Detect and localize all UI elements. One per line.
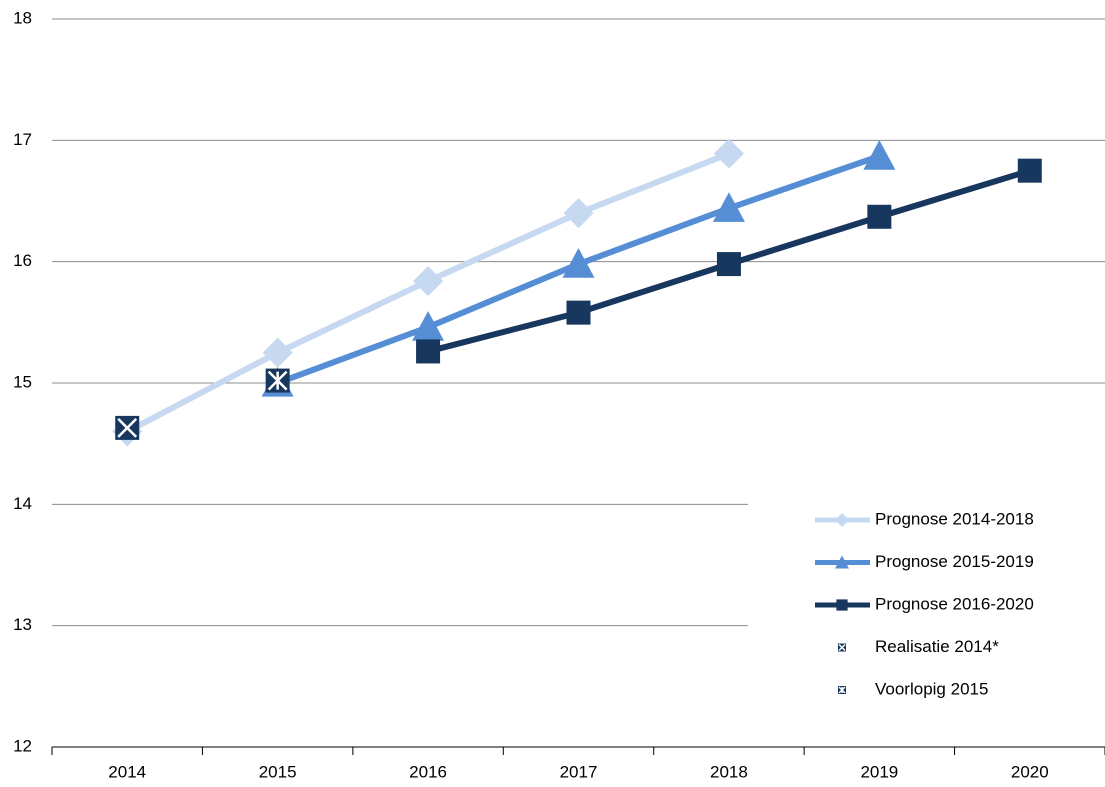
marker xyxy=(867,204,892,229)
x-tick-label: 2020 xyxy=(1011,762,1049,781)
y-tick-label: 15 xyxy=(13,372,32,391)
legend-label: Prognose 2016-2020 xyxy=(875,594,1034,613)
marker xyxy=(566,300,591,325)
marker xyxy=(563,198,594,229)
x-tick-label: 2015 xyxy=(259,762,297,781)
marker xyxy=(1017,158,1042,183)
x-tick-label: 2017 xyxy=(560,762,598,781)
y-tick-label: 18 xyxy=(13,8,32,27)
marker xyxy=(562,248,595,278)
legend-label: Voorlopig 2015 xyxy=(875,679,988,698)
x-tick-label: 2016 xyxy=(409,762,447,781)
y-tick-label: 14 xyxy=(13,494,32,513)
legend-background xyxy=(748,495,1105,715)
marker xyxy=(115,415,140,440)
legend-label: Prognose 2014-2018 xyxy=(875,509,1034,528)
x-tick-label: 2018 xyxy=(710,762,748,781)
marker xyxy=(716,252,741,277)
marker xyxy=(262,337,293,368)
marker xyxy=(838,643,846,652)
y-tick-label: 16 xyxy=(13,251,32,270)
marker xyxy=(265,368,290,393)
marker xyxy=(712,192,745,222)
y-tick-label: 12 xyxy=(13,736,32,755)
marker xyxy=(413,266,444,297)
marker-cross xyxy=(838,643,846,652)
x-tick-label: 2014 xyxy=(108,762,146,781)
y-tick-label: 17 xyxy=(13,130,32,149)
marker-cross xyxy=(838,686,846,694)
marker xyxy=(713,138,744,169)
legend-label: Prognose 2015-2019 xyxy=(875,552,1034,571)
marker xyxy=(835,513,849,527)
marker xyxy=(838,686,846,694)
marker-cross xyxy=(267,370,288,391)
marker xyxy=(416,339,441,364)
marker xyxy=(412,311,445,341)
y-tick-label: 13 xyxy=(13,615,32,634)
marker-cross xyxy=(117,418,138,438)
marker xyxy=(836,599,848,611)
marker xyxy=(835,555,849,569)
marker xyxy=(863,140,896,170)
legend-label: Realisatie 2014* xyxy=(875,637,999,656)
x-tick-label: 2019 xyxy=(860,762,898,781)
